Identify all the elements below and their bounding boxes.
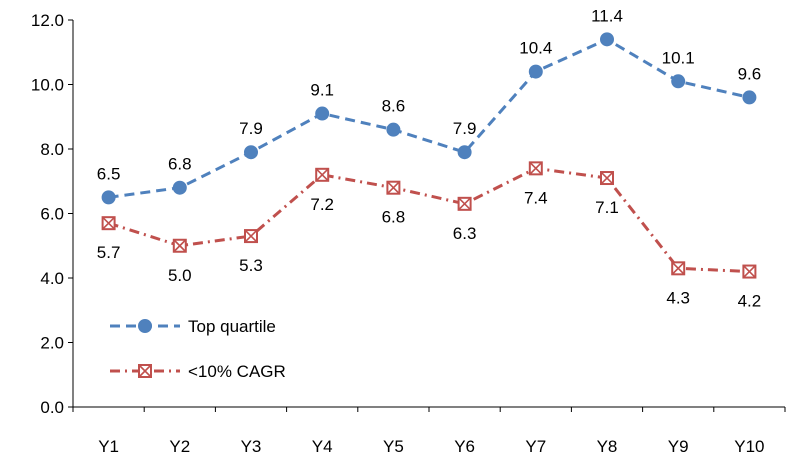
y-tick-label: 10.0 [31,76,64,95]
legend-label-0: Top quartile [188,317,276,336]
data-label-0-0: 6.5 [97,164,121,183]
y-tick-label: 2.0 [40,334,64,353]
y-tick-label: 4.0 [40,269,64,288]
data-label-1-0: 5.7 [97,243,121,262]
data-label-1-9: 4.2 [738,292,762,311]
x-tick-label: Y1 [98,437,119,456]
y-axis: 0.0 2.0 4.0 6.0 8.0 10.0 12.0 [31,11,74,417]
data-point-0-2 [244,145,258,160]
data-label-1-1: 5.0 [168,266,192,285]
x-tick-label: Y2 [169,437,190,456]
data-label-0-1: 6.8 [168,155,192,174]
data-point-0-7 [600,32,614,47]
x-tick-label: Y8 [597,437,618,456]
data-point-1-0 [101,216,116,231]
data-label-0-6: 10.4 [519,39,552,58]
x-tick-label: Y7 [525,437,546,456]
data-label-0-7: 11.4 [591,6,623,25]
data-label-0-9: 9.6 [738,64,762,83]
data-point-1-3 [315,167,330,182]
data-labels: 6.5 6.8 7.9 9.1 8.6 7.9 10.4 11.4 10.1 9.6 5.7 5.0 5… [97,6,761,310]
x-tick-label: Y6 [454,437,475,456]
x-tick-label: Y4 [312,437,333,456]
y-tick-label: 12.0 [31,11,64,30]
data-label-1-2: 5.3 [239,256,263,275]
series-line-1 [108,166,750,274]
data-label-0-3: 9.1 [310,81,334,100]
series-line-0 [108,37,750,199]
legend: Top quartile <10% CAGR [110,317,286,381]
legend-marker-0 [138,319,152,333]
data-label-0-2: 7.9 [239,119,263,138]
y-tick-label: 6.0 [40,205,64,224]
x-tick-label: Y5 [383,437,404,456]
legend-label-1: <10% CAGR [188,362,286,381]
data-point-0-1 [172,180,187,195]
data-point-1-8 [671,261,686,276]
data-point-0-0 [101,190,116,205]
data-label-0-8: 10.1 [662,48,695,67]
data-label-1-6: 7.4 [524,188,548,207]
data-label-1-7: 7.1 [595,198,619,217]
data-label-0-4: 8.6 [382,97,406,116]
x-tick-label: Y9 [668,437,689,456]
x-axis: Y1 Y2 Y3 Y4 Y5 Y6 Y7 Y8 Y9 Y10 [72,406,786,456]
data-label-0-5: 7.9 [453,119,477,138]
data-label-1-5: 6.3 [453,224,477,243]
data-point-0-4 [386,122,401,137]
data-point-0-9 [742,90,757,105]
data-point-1-5 [457,196,472,211]
data-label-1-4: 6.8 [382,208,406,227]
data-label-1-3: 7.2 [310,195,334,214]
data-point-0-5 [457,145,472,160]
data-point-0-3 [315,106,330,121]
data-point-1-1 [172,238,187,253]
x-tick-label: Y3 [241,437,262,456]
data-point-1-6 [528,161,543,176]
data-label-1-8: 4.3 [666,288,690,307]
data-point-0-6 [528,64,543,79]
x-tick-label: Y10 [734,437,764,456]
data-point-1-7 [600,171,614,186]
data-point-1-9 [742,264,757,279]
y-tick-label: 0.0 [40,398,64,417]
data-point-1-2 [244,229,258,244]
legend-marker-1 [138,364,152,378]
data-point-0-8 [671,74,686,89]
data-point-1-4 [386,180,401,195]
series-layer [101,32,757,279]
y-tick-label: 8.0 [40,140,64,159]
